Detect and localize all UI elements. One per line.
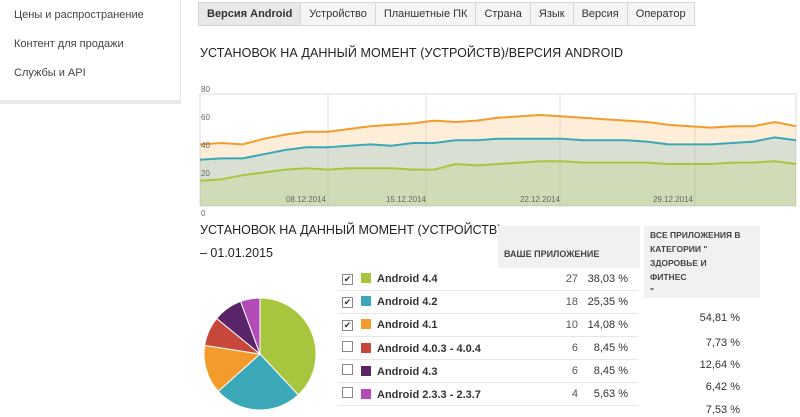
chart-y-tick-label: 40 (201, 141, 210, 150)
tab-android-version[interactable]: Версия Android (198, 2, 302, 26)
series-color-swatch (361, 319, 371, 329)
sidebar-item-pricing[interactable]: Цены и распространение (14, 9, 144, 21)
series-color-swatch (361, 366, 371, 376)
version-row: ✔ Android 4.1 10 14,08 % (338, 313, 638, 337)
main-content: Версия Android Устройство Планшетные ПК … (198, 0, 800, 417)
version-percent: 38,03 % (578, 268, 628, 291)
version-checkbox[interactable]: ✔ (342, 297, 353, 308)
category-percent: 6,42 % (705, 381, 740, 393)
version-table: ✔ Android 4.4 27 38,03 % ✔ Android 4.2 18 25,35… (338, 268, 638, 406)
category-header-line-4: ФИТНЕС (650, 272, 687, 282)
version-name: Android 2.3.3 - 2.3.7 (377, 389, 481, 401)
chart-plot-frame (199, 93, 797, 207)
version-count: 4 (556, 382, 578, 406)
category-header-line-2: КАТЕГОРИИ " (650, 244, 708, 254)
series-color-swatch (361, 296, 371, 306)
category-header-line-3: ЗДОРОВЬЕ И (650, 258, 707, 268)
version-count: 18 (556, 290, 578, 314)
version-name: Android 4.3 (377, 366, 438, 378)
version-row: Android 4.0.3 - 4.0.4 6 8,45 % (338, 336, 638, 360)
pie-slice (217, 353, 299, 411)
version-row: ✔ Android 4.2 18 25,35 % (338, 290, 638, 314)
version-row: Android 2.3.3 - 2.3.7 4 5,63 % (338, 382, 638, 406)
version-percent: 8,45 % (578, 336, 628, 360)
section-title-installs-by-version: УСТАНОВОК НА ДАННЫЙ МОМЕНТ (УСТРОЙСТВ)/В… (200, 46, 624, 60)
version-count: 27 (556, 268, 578, 291)
series-color-swatch (361, 343, 371, 353)
category-percent: 54,81 % (699, 312, 740, 324)
chart-x-tick-label: 29.12.2014 (653, 195, 694, 204)
chart-line-series-2 (199, 160, 797, 182)
sidebar-item-services[interactable]: Службы и API (14, 67, 86, 79)
sidebar-item-content[interactable]: Контент для продажи (14, 38, 124, 50)
series-color-swatch (361, 389, 371, 399)
version-pie-chart (203, 297, 317, 411)
tab-country[interactable]: Страна (475, 2, 531, 26)
version-row: Android 4.3 6 8,45 % (338, 359, 638, 383)
category-percent: 12,64 % (699, 359, 740, 371)
version-percent: 14,08 % (578, 313, 628, 337)
chart-x-tick-label: 08.12.2014 (286, 195, 327, 204)
section-title-current-installs: УСТАНОВОК НА ДАННЫЙ МОМЕНТ (УСТРОЙСТВ) (200, 223, 502, 237)
chart-y-tick-label: 0 (201, 209, 206, 218)
installs-area-chart: 80 60 40 20 0 08.12.2014 15.12.2014 22.12.2014 2… (199, 85, 797, 218)
version-checkbox[interactable] (342, 387, 353, 398)
version-checkbox[interactable] (342, 341, 353, 352)
version-row: ✔ Android 4.4 27 38,03 % (338, 268, 638, 291)
tab-device[interactable]: Устройство (300, 2, 376, 26)
category-percent: 7,53 % (705, 404, 740, 416)
tab-bar: Версия Android Устройство Планшетные ПК … (198, 2, 695, 26)
tab-carrier[interactable]: Оператор (626, 2, 695, 26)
tab-version[interactable]: Версия (572, 2, 628, 26)
version-checkbox[interactable]: ✔ (342, 320, 353, 331)
version-count: 10 (556, 313, 578, 337)
version-name: Android 4.2 (377, 296, 438, 308)
category-header-line-5: " (650, 286, 655, 296)
pie-slice (259, 297, 317, 396)
version-percent: 5,63 % (578, 382, 628, 406)
chart-y-tick-label: 20 (201, 169, 210, 178)
version-name: Android 4.0.3 - 4.0.4 (377, 343, 481, 355)
series-color-swatch (361, 273, 371, 283)
chart-area-series-1 (200, 137, 796, 206)
column-header-your-app: ВАШЕ ПРИЛОЖЕНИЕ (498, 226, 640, 268)
sidebar: Цены и распространение Контент для прода… (0, 0, 181, 104)
chart-area-series-0 (200, 115, 796, 206)
version-count: 6 (556, 359, 578, 383)
chart-line-series-0 (199, 113, 797, 146)
chart-area-series-2 (200, 161, 796, 206)
category-percent: 7,73 % (705, 337, 740, 349)
chart-y-tick-label: 60 (201, 113, 210, 122)
version-name: Android 4.1 (377, 319, 438, 331)
version-percent: 25,35 % (578, 290, 628, 314)
version-checkbox[interactable] (342, 364, 353, 375)
pie-slice (239, 297, 261, 355)
chart-x-tick-label: 15.12.2014 (386, 195, 427, 204)
column-header-all-apps-category: ВСЕ ПРИЛОЖЕНИЯ В КАТЕГОРИИ " ЗДОРОВЬЕ И … (644, 226, 760, 298)
version-percent: 8,45 % (578, 359, 628, 383)
chart-line-series-1 (199, 136, 797, 161)
version-name: Android 4.4 (377, 273, 438, 285)
version-count: 6 (556, 336, 578, 360)
category-header-line-1: ВСЕ ПРИЛОЖЕНИЯ В (650, 230, 741, 240)
tab-language[interactable]: Язык (529, 2, 574, 26)
chart-y-tick-label: 80 (201, 85, 210, 94)
tab-tablets[interactable]: Планшетные ПК (374, 2, 477, 26)
chart-x-tick-label: 22.12.2014 (520, 195, 561, 204)
current-installs-date: – 01.01.2015 (200, 246, 273, 260)
version-checkbox[interactable]: ✔ (342, 274, 353, 285)
